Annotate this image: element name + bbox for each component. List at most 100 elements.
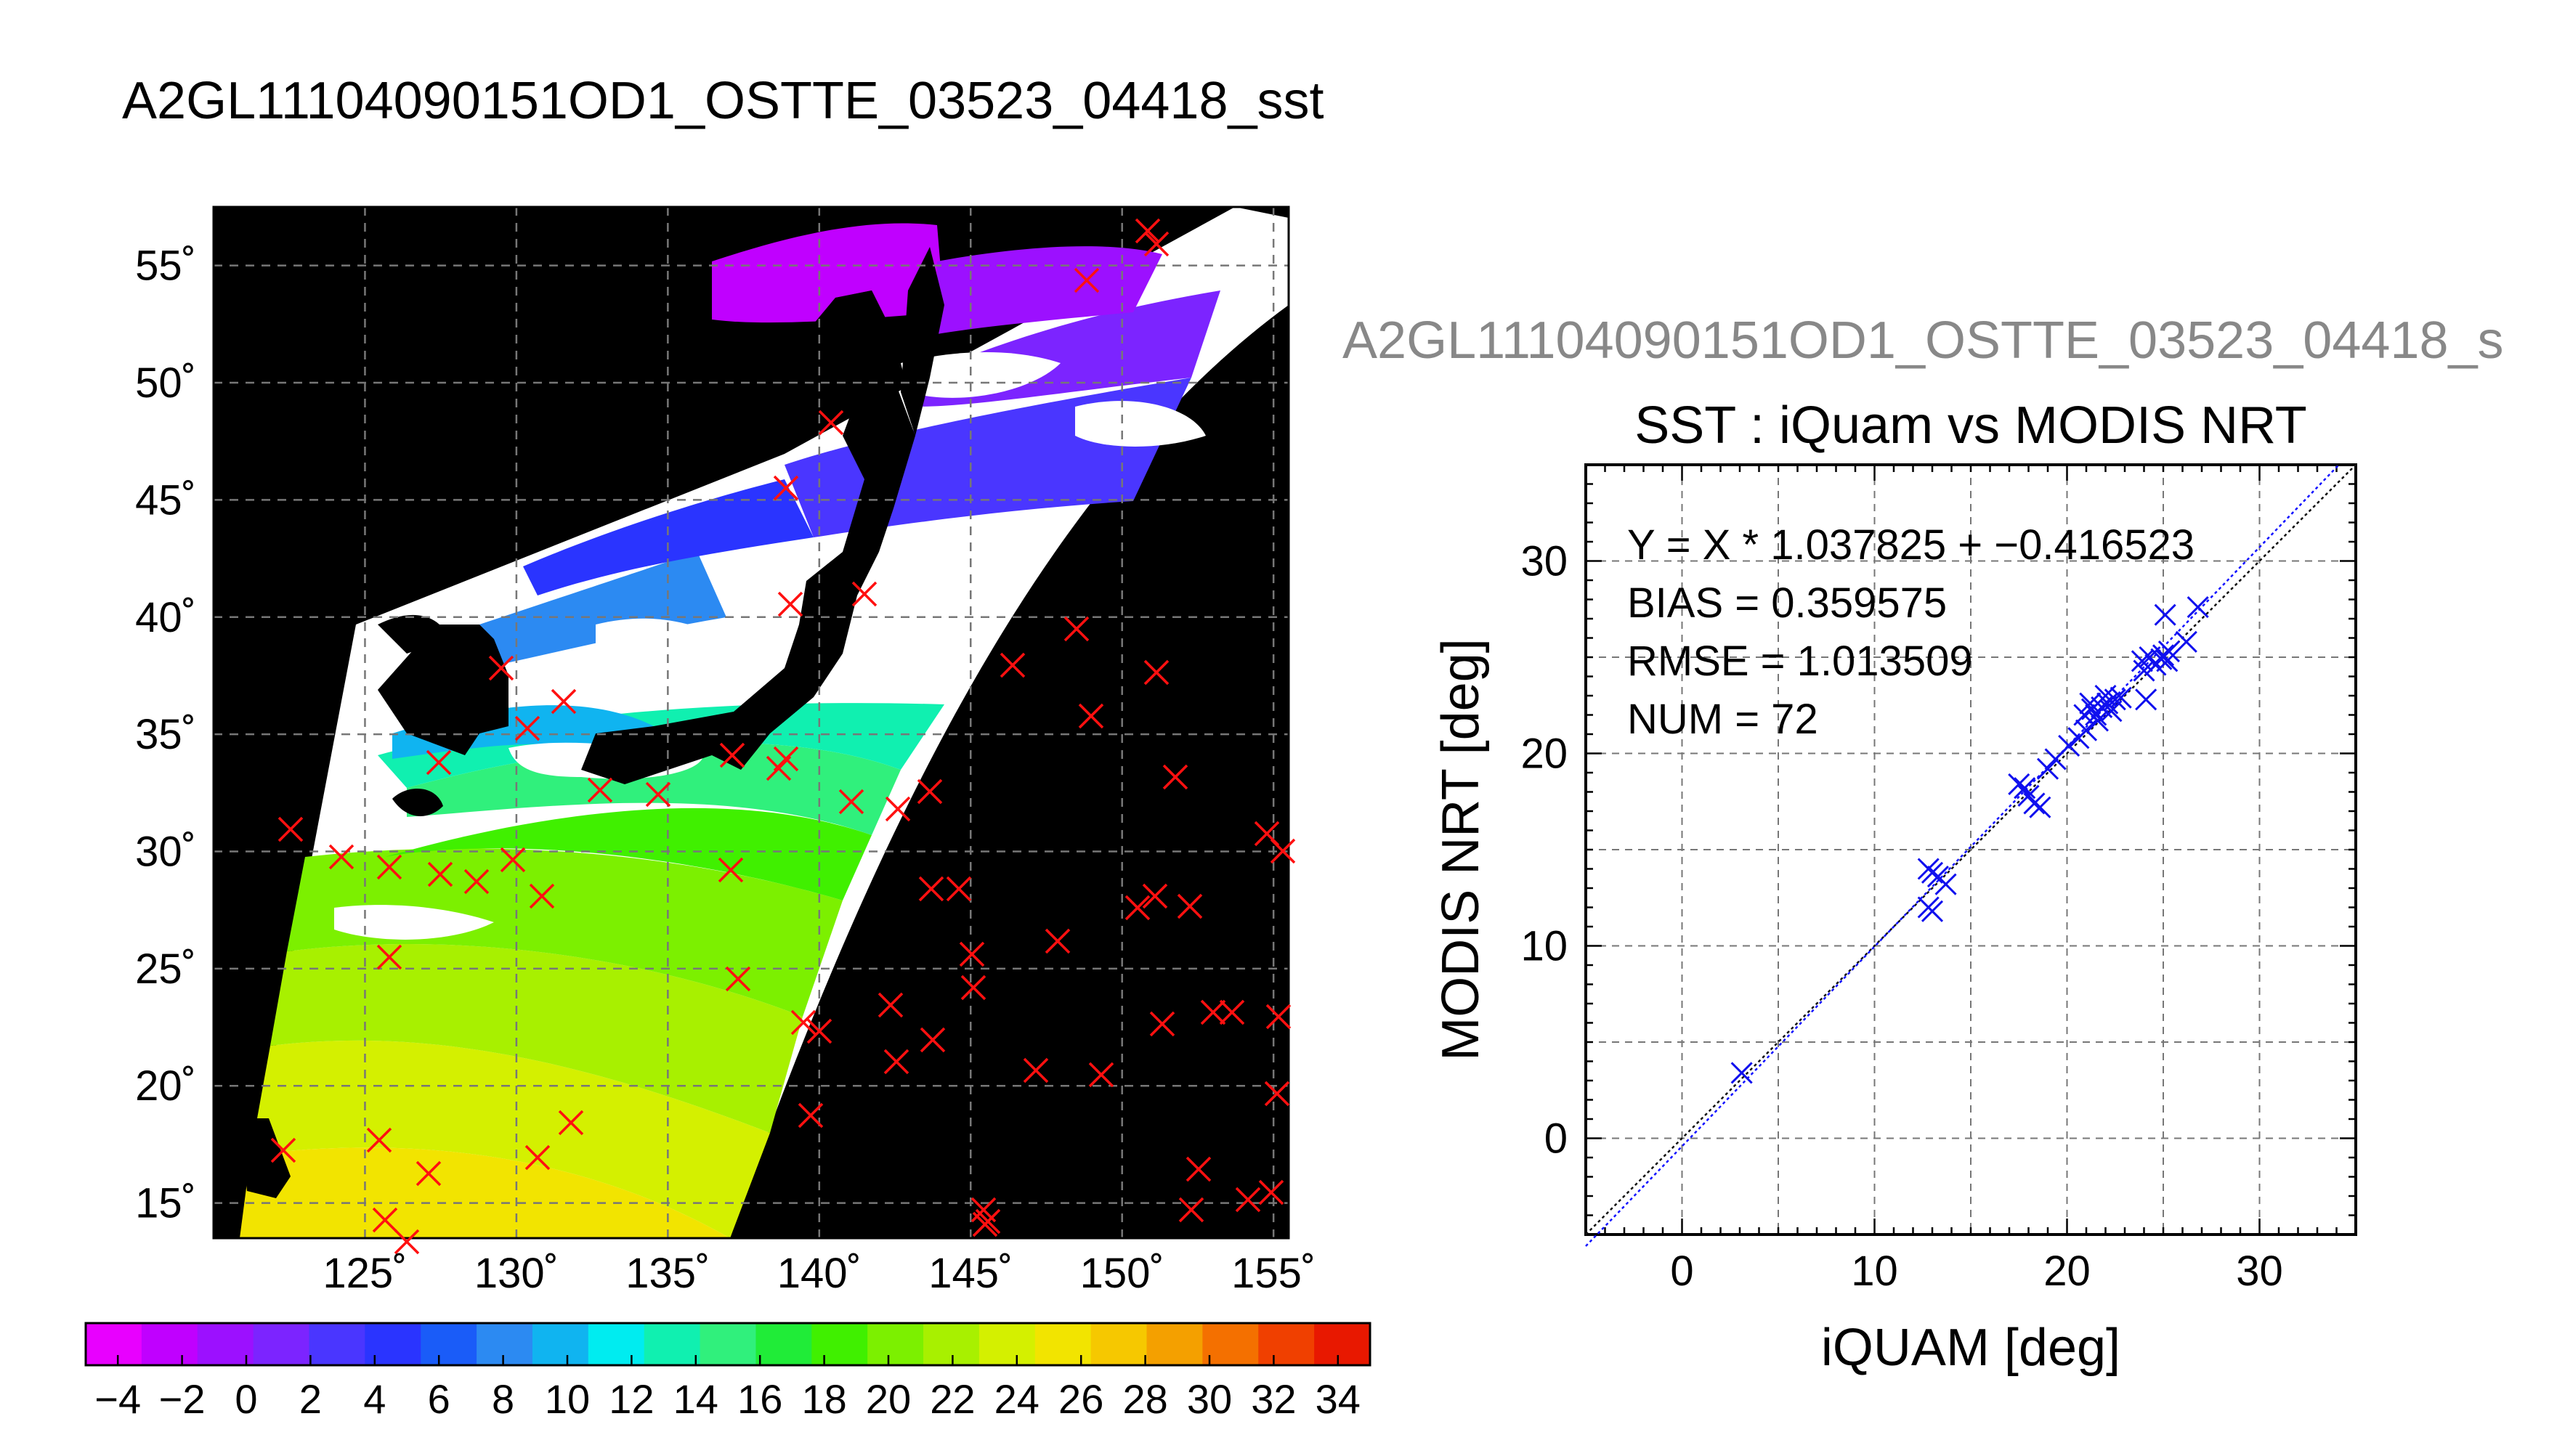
map-observation-marker — [773, 475, 799, 501]
map-lon-label: 145˚ — [928, 1250, 1013, 1297]
map-observation-marker — [394, 1229, 420, 1255]
map-observation-marker — [1265, 1004, 1292, 1030]
scatter-point — [2175, 630, 2197, 653]
map-observation-marker — [878, 992, 904, 1018]
colorbar-tick-label: 8 — [492, 1376, 514, 1422]
colorbar-segment — [253, 1323, 310, 1365]
stat-rmse: RMSE = 1.013509 — [1627, 638, 1973, 685]
map-observation-marker — [1124, 895, 1151, 921]
map-frame — [212, 206, 1290, 1240]
scatter-y-tick-label: 0 — [1544, 1115, 1568, 1163]
stat-bias: BIAS = 0.359575 — [1627, 579, 1947, 627]
scatter-fit-line — [1585, 464, 2340, 1247]
map-observation-marker — [1142, 883, 1168, 909]
scatter-x-tick-label: 30 — [2236, 1248, 2283, 1295]
map-observation-marker — [1143, 231, 1170, 257]
colorbar-segment — [644, 1323, 701, 1365]
map-lon-labels: 125˚ 130˚ 135˚ 140˚ 145˚ 150˚ 155˚ — [323, 1250, 1316, 1297]
map-observation-marker — [1000, 652, 1026, 678]
scatter-y-tick-label: 20 — [1520, 731, 1568, 778]
map-observation-marker — [946, 876, 972, 902]
stat-fit: Y = X * 1.037825 + −0.416523 — [1627, 521, 2195, 569]
scatter-identity-line — [1585, 464, 2356, 1235]
map-observation-marker — [851, 581, 878, 607]
scatter-point — [2157, 640, 2181, 663]
scatter-y-tick-label: 10 — [1520, 923, 1568, 970]
map-observation-marker — [918, 876, 944, 902]
colorbar-tick-label: 4 — [363, 1376, 386, 1422]
map-observation-marker — [1135, 218, 1161, 244]
colorbar-segment — [421, 1323, 477, 1365]
colorbar-tick-label: 0 — [235, 1376, 257, 1422]
map-lon-label: 155˚ — [1231, 1250, 1316, 1297]
scatter-point — [2100, 700, 2123, 723]
map-observation-marker — [1078, 703, 1104, 729]
map-lat-label: 25˚ — [135, 945, 196, 993]
scatter-point — [1934, 873, 1957, 895]
map-observation-marker — [366, 1127, 392, 1153]
scatter-points — [1730, 596, 2209, 1084]
scatter-point — [1730, 1062, 1753, 1084]
map-observation-marker — [1270, 838, 1296, 864]
map-observation-marker — [718, 857, 744, 883]
colorbar-segment — [365, 1323, 422, 1365]
map-lon-label: 135˚ — [625, 1250, 710, 1297]
map-observation-marker — [277, 816, 304, 842]
map-lat-label: 35˚ — [135, 711, 196, 758]
map-observation-markers — [270, 218, 1296, 1255]
scatter-point — [2152, 644, 2175, 667]
colorbar-tick-label: 24 — [994, 1376, 1040, 1422]
scatter-tick-labels: 0 10 20 30 0 10 20 30 — [1520, 538, 2282, 1296]
map-observation-marker — [1178, 1197, 1204, 1223]
map-grid — [214, 207, 1289, 1238]
colorbar-segment — [1146, 1323, 1204, 1365]
map-lat-labels: 55˚ 50˚ 45˚ 40˚ 35˚ 30˚ 25˚ 20˚ 15˚ — [135, 243, 196, 1227]
map-observation-marker — [917, 778, 943, 805]
map-observation-marker — [1162, 764, 1188, 790]
scatter-point — [2075, 719, 2098, 741]
map-observation-marker — [1088, 1062, 1114, 1088]
colorbar-tick-label: 26 — [1058, 1376, 1103, 1422]
map-observation-marker — [725, 966, 751, 992]
scatter-file-subtitle: A2GL11104090151OD1_OSTTE_03523_04418_s — [1342, 312, 2504, 370]
colorbar-segment — [141, 1323, 198, 1365]
colorbar-tick-label: 10 — [545, 1376, 590, 1422]
colorbar-frame — [84, 1322, 1371, 1367]
scatter-point — [2110, 686, 2132, 709]
colorbar-segment — [309, 1323, 366, 1365]
map-observation-marker — [376, 944, 402, 970]
scatter-point — [2008, 773, 2030, 795]
colorbar-segment — [1202, 1323, 1260, 1365]
map-observation-marker — [587, 777, 613, 803]
scatter-y-tick-label: 30 — [1520, 538, 1568, 585]
scatter-grid — [1586, 465, 2356, 1235]
scatter-x-axis-label: iQUAM [deg] — [1821, 1319, 2120, 1377]
colorbar-tick-label: 2 — [299, 1376, 322, 1422]
scatter-plot: 0 10 20 30 0 10 20 30 Y = X * 1.037825 + −0.416… — [1432, 463, 2357, 1377]
scatter-x-tick-label: 10 — [1851, 1248, 1898, 1295]
map-observation-marker — [838, 789, 864, 815]
map-observation-marker — [524, 1144, 551, 1171]
scatter-y-axis-label: MODIS NRT [deg] — [1432, 638, 1490, 1061]
colorbar-segment — [755, 1323, 813, 1365]
map-observation-marker — [1258, 1179, 1284, 1205]
colorbar-tick-label: 14 — [673, 1376, 718, 1422]
map-lat-label: 50˚ — [135, 359, 196, 407]
scatter-point — [2135, 688, 2157, 711]
scatter-point — [2058, 734, 2080, 757]
scatter-point — [2133, 659, 2155, 682]
map-observation-marker — [1149, 1011, 1175, 1037]
page-title: A2GL11104090151OD1_OSTTE_03523_04418_sst — [122, 72, 1324, 130]
map-lat-label: 15˚ — [135, 1180, 196, 1227]
scatter-point — [2096, 692, 2119, 715]
map-observation-marker — [416, 1160, 442, 1187]
colorbar-segment — [1258, 1323, 1315, 1365]
scatter-x-tick-label: 20 — [2043, 1248, 2091, 1295]
colorbar-segment — [1034, 1323, 1092, 1365]
scatter-point — [2014, 777, 2036, 800]
map-observation-marker — [806, 1018, 832, 1044]
map-observation-marker — [463, 869, 490, 895]
map-observation-marker — [426, 749, 452, 776]
scatter-point — [2187, 596, 2209, 619]
